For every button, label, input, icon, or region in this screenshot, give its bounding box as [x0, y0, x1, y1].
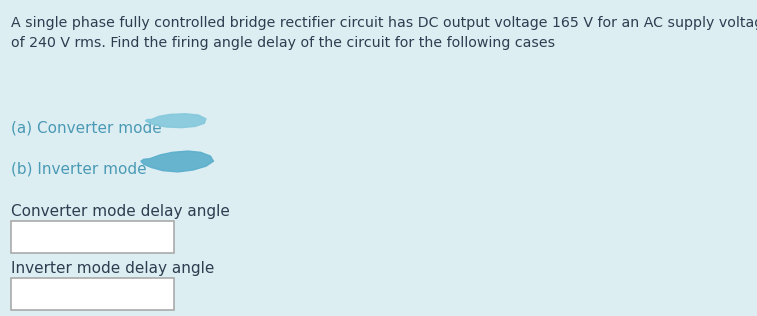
Text: (b) Inverter mode: (b) Inverter mode [11, 161, 147, 176]
Text: Converter mode delay angle: Converter mode delay angle [11, 204, 230, 219]
FancyBboxPatch shape [11, 278, 174, 310]
FancyBboxPatch shape [11, 221, 174, 253]
Polygon shape [145, 114, 206, 128]
Polygon shape [141, 151, 213, 172]
Text: Inverter mode delay angle: Inverter mode delay angle [11, 261, 215, 276]
Text: A single phase fully controlled bridge rectifier circuit has DC output voltage 1: A single phase fully controlled bridge r… [11, 16, 757, 50]
Text: (a) Converter mode: (a) Converter mode [11, 120, 162, 135]
